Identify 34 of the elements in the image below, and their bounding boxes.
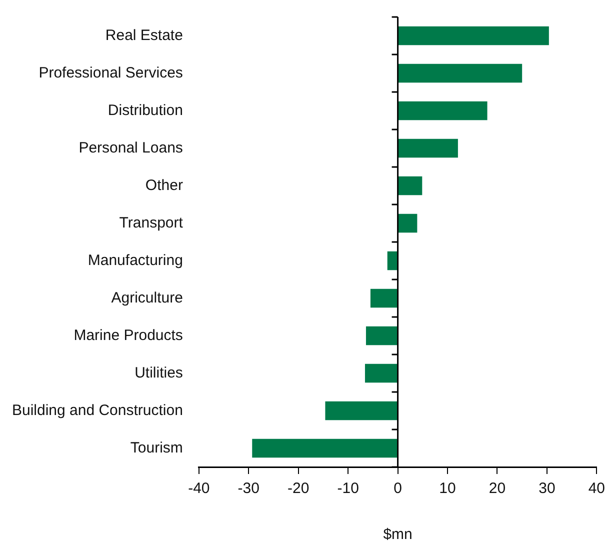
- x-tick-label: 40: [588, 480, 605, 498]
- bar: [398, 176, 422, 196]
- x-tick-label: -10: [337, 480, 359, 498]
- y-tick-label: Distribution: [108, 102, 183, 119]
- x-tick-label: 0: [394, 480, 402, 498]
- x-tick-label: 30: [538, 480, 556, 498]
- x-axis-title: $mn: [383, 526, 412, 544]
- y-tick-label: Manufacturing: [88, 252, 183, 269]
- bar: [387, 251, 398, 270]
- bar: [398, 101, 488, 120]
- bar: [366, 326, 398, 346]
- y-tick-label: Tourism: [130, 439, 183, 456]
- y-tick-label: Transport: [119, 214, 184, 232]
- y-tick-label: Personal Loans: [78, 139, 183, 156]
- y-tick-label: Building and Construction: [12, 402, 183, 419]
- y-tick-label: Other: [145, 176, 183, 194]
- y-tick-label: Real Estate: [105, 26, 183, 44]
- bar: [398, 64, 522, 83]
- bar: [398, 26, 549, 46]
- bar: [370, 288, 398, 308]
- bar: [398, 214, 418, 233]
- x-tick-label: -40: [188, 480, 210, 498]
- bar: [364, 364, 398, 383]
- x-tick-label: 20: [488, 480, 506, 498]
- y-tick-label: Agriculture: [111, 289, 183, 306]
- bar: [398, 138, 458, 158]
- bar: [325, 401, 398, 420]
- y-tick-label: Marine Products: [74, 326, 183, 344]
- x-tick-label: -30: [238, 480, 260, 498]
- x-tick-label: -20: [288, 480, 310, 498]
- y-tick-label: Utilities: [134, 364, 183, 382]
- bar: [252, 438, 398, 458]
- x-tick-label: 10: [439, 480, 456, 498]
- y-tick-label: Professional Services: [38, 64, 183, 82]
